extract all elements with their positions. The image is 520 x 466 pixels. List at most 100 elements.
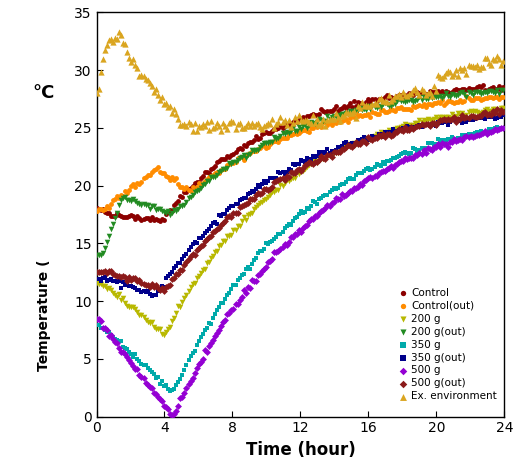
- 500 g(out): [211, 227, 219, 234]
- 500 g: [434, 141, 442, 148]
- Ex. environment: [333, 113, 342, 120]
- 200 g(out): [430, 93, 438, 101]
- 350 g: [199, 330, 207, 338]
- 350 g(out): [397, 125, 405, 133]
- 200 g: [340, 144, 348, 151]
- 350 g(out): [240, 194, 248, 201]
- Control: [379, 95, 387, 103]
- Control(out): [438, 96, 446, 104]
- 200 g(out): [438, 94, 446, 102]
- 350 g: [266, 238, 275, 246]
- 500 g(out): [303, 161, 311, 168]
- 200 g(out): [188, 191, 197, 199]
- 350 g: [434, 136, 442, 143]
- 350 g: [205, 319, 213, 326]
- 200 g: [115, 291, 123, 298]
- 350 g(out): [295, 161, 303, 168]
- 200 g: [307, 160, 315, 168]
- Control(out): [98, 206, 107, 214]
- Control: [391, 94, 399, 102]
- 350 g: [186, 352, 194, 360]
- 500 g: [340, 192, 348, 200]
- Ex. environment: [448, 73, 457, 80]
- Ex. environment: [485, 60, 493, 67]
- Control(out): [276, 135, 284, 143]
- 500 g: [485, 128, 493, 136]
- 200 g(out): [117, 197, 125, 204]
- Control(out): [137, 178, 146, 185]
- 350 g: [105, 329, 113, 336]
- 350 g: [299, 209, 307, 216]
- Control(out): [278, 134, 287, 142]
- 500 g(out): [450, 114, 459, 121]
- 200 g(out): [221, 165, 229, 173]
- Control: [403, 92, 411, 99]
- 500 g: [477, 130, 485, 137]
- 350 g(out): [330, 148, 338, 155]
- 500 g: [454, 137, 462, 144]
- 500 g(out): [174, 271, 183, 278]
- 350 g: [135, 357, 144, 365]
- Ex. environment: [495, 55, 503, 62]
- Ex. environment: [411, 85, 420, 92]
- 350 g: [137, 361, 146, 368]
- 200 g(out): [260, 139, 268, 146]
- 500 g: [123, 353, 132, 361]
- Control(out): [469, 96, 477, 104]
- 200 g(out): [370, 103, 379, 111]
- 500 g(out): [491, 109, 499, 116]
- 500 g: [335, 196, 344, 203]
- 500 g: [264, 258, 272, 266]
- Control(out): [473, 95, 481, 102]
- 350 g: [430, 142, 438, 150]
- Control(out): [337, 117, 346, 124]
- 200 g(out): [305, 122, 313, 129]
- 350 g(out): [221, 210, 229, 218]
- Control(out): [262, 144, 270, 152]
- 500 g: [295, 226, 303, 233]
- 200 g: [397, 123, 405, 130]
- 500 g(out): [401, 123, 409, 130]
- 200 g: [258, 198, 266, 205]
- 200 g: [477, 110, 485, 117]
- 500 g(out): [154, 285, 162, 292]
- 350 g(out): [493, 115, 501, 122]
- 350 g(out): [244, 191, 252, 198]
- Ex. environment: [185, 119, 193, 126]
- 200 g(out): [421, 95, 430, 103]
- 200 g: [415, 116, 424, 123]
- Control(out): [444, 97, 452, 105]
- 200 g(out): [393, 97, 401, 104]
- Control(out): [362, 112, 370, 119]
- 350 g(out): [444, 121, 452, 129]
- Control: [197, 174, 205, 182]
- Ex. environment: [174, 115, 183, 123]
- 500 g: [137, 373, 146, 381]
- Ex. environment: [385, 91, 393, 98]
- 200 g(out): [423, 95, 432, 102]
- 350 g(out): [115, 277, 123, 285]
- 500 g(out): [158, 285, 166, 292]
- Control: [489, 83, 497, 90]
- 350 g(out): [144, 288, 152, 295]
- 500 g(out): [395, 125, 403, 133]
- 500 g: [379, 167, 387, 174]
- 500 g(out): [217, 221, 225, 229]
- Ex. environment: [96, 68, 105, 75]
- 350 g: [464, 130, 473, 138]
- 500 g: [115, 344, 123, 351]
- Control(out): [389, 106, 397, 114]
- 350 g: [328, 186, 336, 193]
- 200 g(out): [201, 180, 209, 187]
- Control: [370, 95, 379, 103]
- Control: [475, 82, 483, 89]
- 200 g: [93, 279, 101, 286]
- 350 g(out): [105, 277, 113, 284]
- Control: [207, 165, 215, 172]
- 350 g(out): [109, 277, 117, 285]
- 500 g: [105, 332, 113, 340]
- 350 g(out): [119, 278, 127, 286]
- 200 g(out): [192, 187, 201, 194]
- 500 g(out): [223, 213, 231, 221]
- 200 g(out): [231, 158, 240, 165]
